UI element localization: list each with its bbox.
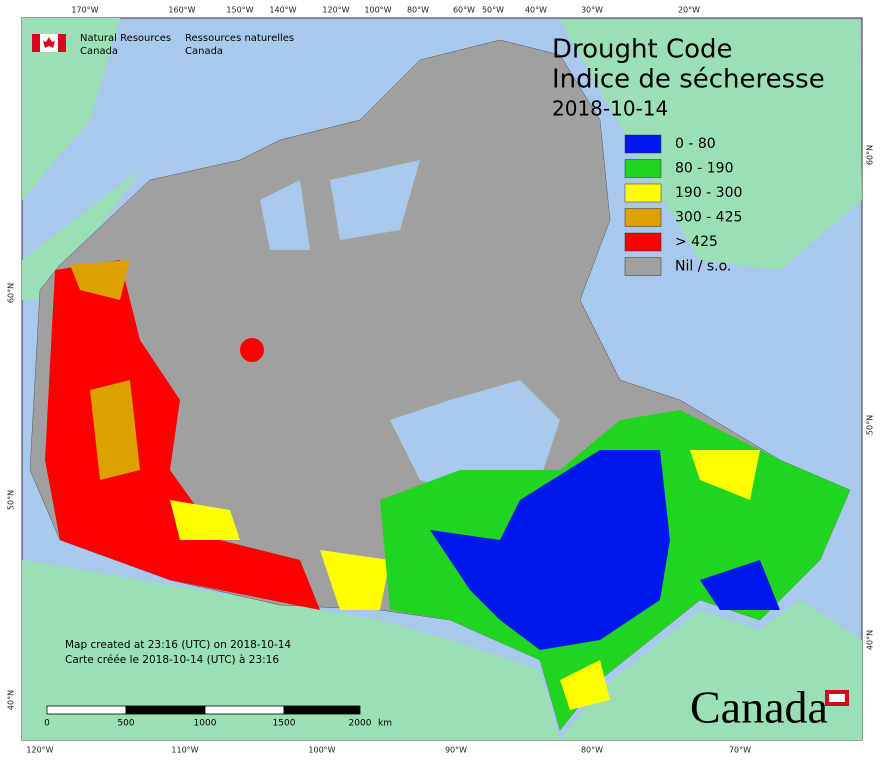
graticule-label: 50°N bbox=[866, 415, 875, 435]
scale-segment bbox=[204, 705, 285, 715]
graticule-label: 150°W bbox=[226, 6, 253, 15]
graticule-label: 160°W bbox=[168, 6, 195, 15]
graticule-label: 90°W bbox=[445, 746, 467, 755]
legend-swatch bbox=[624, 134, 662, 154]
legend-label: > 425 bbox=[675, 234, 718, 250]
usa bbox=[22, 560, 560, 740]
graticule-label: 80°W bbox=[407, 6, 429, 15]
scale-label: 500 bbox=[117, 719, 134, 729]
scale-segment bbox=[125, 705, 206, 715]
usa-east bbox=[560, 600, 862, 740]
legend-swatch bbox=[624, 159, 662, 178]
graticule-label: 20°W bbox=[678, 6, 700, 15]
legend-swatch bbox=[624, 208, 662, 227]
scale-unit: km bbox=[378, 719, 392, 729]
legend-label: 0 - 80 bbox=[675, 136, 716, 152]
graticule-label: 110°W bbox=[171, 746, 198, 755]
legend-label: 80 - 190 bbox=[675, 161, 734, 177]
graticule-label: 170°W bbox=[71, 6, 98, 15]
channels bbox=[260, 160, 420, 250]
graticule-label: 40°N bbox=[7, 690, 16, 710]
flag-bar bbox=[32, 34, 40, 52]
flag-bar bbox=[58, 34, 66, 52]
drought-west bbox=[45, 260, 320, 610]
graticule-label: 40°N bbox=[866, 630, 875, 650]
graticule-label: 60°N bbox=[7, 283, 16, 303]
drought-east-3 bbox=[560, 450, 760, 710]
graticule-label: 50°W bbox=[482, 6, 504, 15]
org-fr: Ressources naturelles bbox=[185, 33, 294, 44]
legend-swatch bbox=[624, 257, 662, 276]
drought-spot bbox=[240, 338, 264, 362]
graticule-label: 140°W bbox=[269, 6, 296, 15]
graticule-label: 80°W bbox=[581, 746, 603, 755]
org-fr: Canada bbox=[185, 46, 223, 57]
org-en: Canada bbox=[80, 46, 118, 57]
footer: Map created at 23:16 (UTC) on 2018-10-14 bbox=[65, 639, 291, 651]
drought-prairie bbox=[170, 500, 390, 610]
legend-label: 190 - 300 bbox=[675, 185, 742, 201]
org-en: Natural Resources bbox=[80, 33, 171, 44]
graticule-label: 70°W bbox=[729, 746, 751, 755]
scale-label: 2000 bbox=[349, 719, 372, 729]
graticule-label: 40°W bbox=[525, 6, 547, 15]
title: Drought Code bbox=[552, 35, 733, 65]
alaska-coast bbox=[22, 170, 140, 300]
date: 2018-10-14 bbox=[552, 97, 668, 121]
legend-label: 300 - 425 bbox=[675, 210, 742, 226]
wordmark: Canada bbox=[690, 682, 828, 733]
scale-segment bbox=[46, 705, 127, 715]
graticule-label: 120°W bbox=[26, 746, 53, 755]
scale-label: 1500 bbox=[273, 719, 296, 729]
graticule-label: 30°W bbox=[581, 6, 603, 15]
legend-label: Nil / s.o. bbox=[675, 259, 731, 275]
graticule-label: 60°N bbox=[866, 145, 875, 165]
legend-swatch bbox=[624, 183, 662, 203]
flag-leaf bbox=[43, 37, 55, 48]
alaska bbox=[22, 18, 120, 200]
footer: Carte créée le 2018-10-14 (UTC) à 23:16 bbox=[65, 654, 279, 666]
graticule-label: 120°W bbox=[322, 6, 349, 15]
title: Indice de sécheresse bbox=[552, 65, 825, 95]
drought-west-2 bbox=[70, 260, 140, 480]
scale-label: 0 bbox=[44, 719, 50, 729]
wordmark-flag bbox=[825, 690, 849, 706]
drought-east-2 bbox=[430, 450, 780, 650]
header: Natural Resources Canada Ressources natu… bbox=[32, 33, 294, 57]
graticule-label: 100°W bbox=[364, 6, 391, 15]
graticule-label: 100°W bbox=[308, 746, 335, 755]
scale-label: 1000 bbox=[194, 719, 217, 729]
graticule-label: 50°N bbox=[7, 490, 16, 510]
graticule-label: 60°W bbox=[453, 6, 475, 15]
scale-segment bbox=[283, 705, 361, 715]
legend-swatch bbox=[624, 232, 662, 252]
greenland bbox=[560, 20, 862, 270]
